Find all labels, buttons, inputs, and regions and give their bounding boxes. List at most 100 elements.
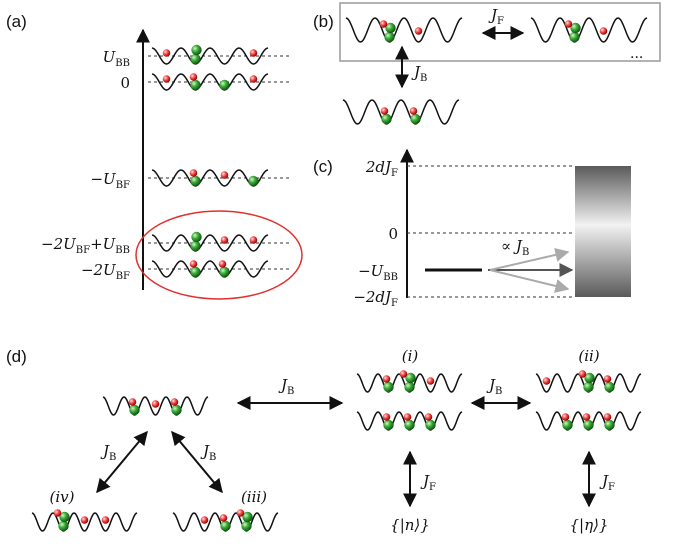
boson-atom <box>58 520 69 532</box>
fermion-atom <box>249 75 258 83</box>
boson-atom <box>385 22 396 34</box>
state-label-iii: (iii) <box>241 488 267 506</box>
lattice-potential <box>151 234 269 252</box>
boson-atom <box>190 266 201 278</box>
tick-label-2djf: 2dJF <box>365 158 398 179</box>
boson-atom <box>383 381 394 393</box>
coupling-arrow-down <box>489 269 570 293</box>
coupling-arrow-up <box>489 248 570 271</box>
tick-label-neg-2djf: −2dJF <box>353 288 398 309</box>
fermion-atom <box>561 413 570 421</box>
fermion-atom <box>219 514 228 522</box>
boson-atom <box>241 520 252 532</box>
proportional-label: ∝ JB <box>501 237 529 258</box>
boson-atom <box>171 404 182 416</box>
boson-atom <box>219 79 230 91</box>
boson-atom <box>405 372 416 384</box>
fermion-atom <box>162 49 171 57</box>
boson-atom <box>220 520 231 532</box>
boson-atom <box>383 419 394 431</box>
boson-atom <box>129 404 140 416</box>
fermion-atom <box>382 375 391 383</box>
fermion-atom <box>128 398 137 406</box>
boson-atom <box>59 511 70 523</box>
fermion-atom <box>399 370 408 378</box>
panel-c: ∝ JB 2dJF 0 −UBB −2dJF <box>353 148 631 309</box>
boson-atom <box>190 175 201 187</box>
fermion-atom <box>220 171 229 179</box>
fermion-atom <box>403 413 412 421</box>
hop-f-label-i: JF <box>420 472 436 493</box>
eigenstate-set-eta: {|η⟩} <box>570 516 609 534</box>
fermion-atom <box>236 509 245 517</box>
fermion-atom <box>582 413 591 421</box>
ellipsis: ... <box>630 46 643 62</box>
hop-b-label-iii: JB <box>200 442 216 463</box>
lattice-potential <box>151 260 269 278</box>
boson-atom <box>190 79 201 91</box>
fermion-atom <box>162 75 171 83</box>
boson-atom <box>381 113 392 125</box>
lattice-potential <box>342 99 460 125</box>
hop-f-label-ii: JF <box>599 472 615 493</box>
panel-label-d: (d) <box>6 347 27 366</box>
highlight-ellipse <box>135 210 303 300</box>
fermion-atom <box>101 516 110 524</box>
lattice-potential <box>102 396 209 416</box>
boson-atom <box>583 419 594 431</box>
boson-atom <box>191 231 202 243</box>
fermion-atom <box>382 413 391 421</box>
fermion-atom <box>414 27 423 35</box>
eigenstate-set-n: {|n⟩} <box>390 516 430 534</box>
state-label-ii: (ii) <box>578 347 599 365</box>
boson-atom <box>604 419 615 431</box>
panel-label-b: (b) <box>313 12 334 31</box>
level-label-2ubf: −2UBF <box>81 261 130 282</box>
hop-f-label: JF <box>488 6 504 27</box>
boson-atom <box>410 113 421 125</box>
tick-label-ubb: −UBB <box>358 262 398 283</box>
fermion-atom <box>218 260 227 268</box>
level-label-ubf: −UBF <box>90 170 130 191</box>
boson-atom <box>404 419 415 431</box>
boson-atom <box>384 31 395 43</box>
lattice-potential <box>345 17 463 43</box>
fermion-atom <box>53 509 62 517</box>
lattice-potential <box>151 47 269 65</box>
level-label-ubb: UBB <box>103 48 130 69</box>
fermion-atom <box>200 516 209 524</box>
boson-atom <box>404 381 415 393</box>
fermion-atom <box>80 516 89 524</box>
fermion-atom <box>603 413 612 421</box>
tick-label-zero: 0 <box>388 225 398 243</box>
panel-b: JF ... JB <box>339 2 661 125</box>
fermion-atom <box>603 375 612 383</box>
panel-label-c: (c) <box>313 157 333 176</box>
fermion-atom <box>220 236 229 244</box>
fermion-atom <box>380 107 389 115</box>
boson-atom <box>562 419 573 431</box>
boson-atom <box>242 511 253 523</box>
fermion-atom <box>170 398 179 406</box>
fermion-atom <box>424 413 433 421</box>
fermion-atom <box>599 27 608 35</box>
level-label-zero: 0 <box>120 74 130 92</box>
boson-atom <box>583 381 594 393</box>
boson-atom <box>569 31 580 43</box>
fermion-atom <box>409 107 418 115</box>
hop-b-label-d2: JB <box>486 376 502 397</box>
hop-b-label-iv: JB <box>100 442 116 463</box>
boson-atom <box>584 372 595 384</box>
panel-label-a: (a) <box>6 12 27 31</box>
hop-b-label-d1: JB <box>278 376 294 397</box>
lattice-potential <box>530 17 648 43</box>
boson-atom <box>190 53 201 65</box>
boson-atom <box>219 266 230 278</box>
degenerate-box <box>339 2 661 62</box>
fermion-atom <box>151 400 160 408</box>
hop-b-arrow-iv <box>96 430 148 494</box>
lattice-potential <box>151 73 269 91</box>
boson-atom <box>190 240 201 252</box>
fermion-atom <box>578 370 587 378</box>
panel-a: UBB 0 −UBF −2UBF+UBB −2UBF <box>41 28 303 300</box>
